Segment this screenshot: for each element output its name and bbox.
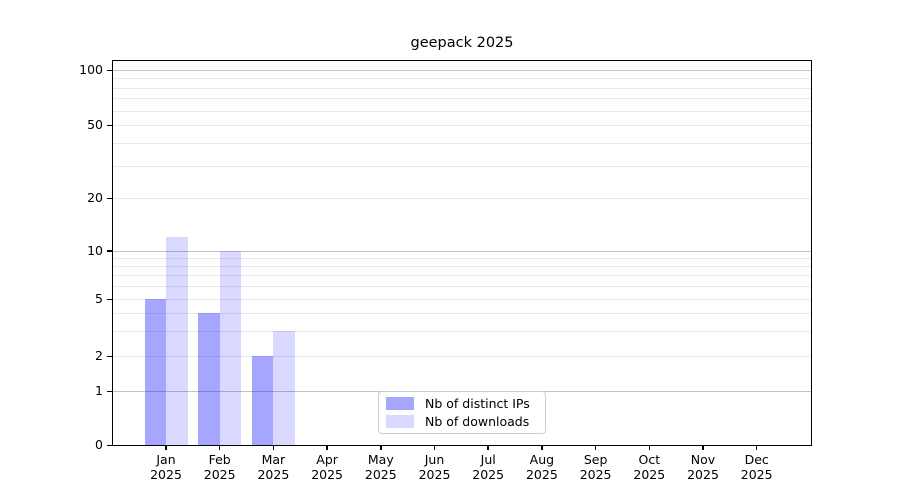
x-tick-mark-nov (702, 445, 704, 450)
legend-swatch-distinct-ips (386, 396, 414, 410)
x-tick-month-apr: Apr (316, 452, 338, 467)
gridline-y-100 (113, 70, 811, 71)
y-tick-mark-100 (107, 69, 113, 71)
gridline-y-2 (113, 356, 811, 357)
y-tick-mark-0 (107, 444, 113, 446)
x-tick-mark-feb (218, 445, 221, 450)
x-tick-label-jul: Jul 2025 (456, 452, 520, 482)
bar-feb-downloads (219, 250, 242, 445)
y-tick-label-10: 10 (87, 242, 103, 258)
y-tick-label-100: 100 (79, 62, 103, 77)
x-tick-mark-apr (326, 445, 328, 450)
x-tick-month-jul: Jul (480, 452, 496, 467)
y-tick-label-0: 0 (95, 437, 103, 452)
x-tick-mark-jun (433, 445, 436, 450)
x-tick-year-dec: 2025 (740, 467, 773, 482)
x-tick-mark-dec (755, 445, 758, 450)
y-tick-mark-1 (107, 390, 113, 392)
gridline-y-9 (113, 257, 811, 259)
y-tick-label-1: 1 (95, 383, 103, 398)
x-tick-mark-jul (487, 445, 489, 450)
y-tick-mark-50 (107, 124, 113, 126)
y-tick-label-2: 2 (95, 348, 103, 363)
x-tick-year-sep: 2025 (579, 467, 612, 482)
x-tick-month-jan: Jan (156, 452, 176, 467)
legend-label-downloads: Nb of downloads (425, 414, 530, 430)
x-tick-label-sep: Sep 2025 (564, 452, 628, 482)
x-tick-label-aug: Aug 2025 (510, 452, 574, 482)
x-tick-year-nov: 2025 (687, 467, 719, 482)
x-tick-month-nov: Nov (690, 452, 716, 467)
y-tick-mark-10 (107, 250, 113, 252)
x-tick-label-jun: Jun 2025 (403, 452, 467, 482)
gridline-y-60 (113, 110, 811, 112)
x-tick-label-mar: Mar 2025 (241, 452, 305, 482)
bar-jan-distinct-ips (144, 299, 166, 445)
gridline-y-90 (113, 78, 811, 80)
x-tick-label-feb: Feb 2025 (188, 452, 252, 482)
x-tick-mark-mar (272, 445, 275, 450)
x-tick-year-mar: 2025 (257, 467, 290, 482)
x-tick-year-apr: 2025 (311, 467, 343, 482)
gridline-y-20 (113, 198, 811, 199)
x-tick-year-jun: 2025 (418, 467, 451, 482)
x-tick-month-may: May (367, 452, 394, 467)
bar-jan-downloads (166, 236, 188, 445)
x-tick-mark-jan (165, 445, 167, 450)
x-tick-month-oct: Oct (638, 452, 661, 467)
y-tick-label-20: 20 (87, 190, 103, 205)
legend-swatch-downloads (386, 415, 414, 429)
x-tick-year-aug: 2025 (525, 467, 558, 482)
x-tick-mark-aug (541, 445, 543, 450)
gridline-y-8 (113, 266, 811, 268)
gridline-y-30 (113, 165, 811, 167)
x-tick-label-oct: Oct 2025 (617, 452, 681, 482)
bar-feb-distinct-ips (198, 312, 220, 445)
x-tick-label-jan: Jan 2025 (134, 452, 198, 482)
legend-item-distinct-ips: Nb of distinct IPs (386, 395, 539, 412)
gridline-y-10 (113, 250, 811, 252)
x-tick-mark-sep (594, 445, 597, 450)
legend: Nb of distinct IPs Nb of downloads (378, 391, 546, 434)
x-tick-label-apr: Apr 2025 (295, 452, 359, 482)
y-tick-mark-5 (107, 298, 113, 300)
gridline-y-7 (113, 275, 811, 277)
y-tick-label-5: 5 (95, 291, 103, 306)
x-tick-year-feb: 2025 (203, 467, 236, 482)
x-tick-month-dec: Dec (744, 452, 769, 467)
x-tick-month-aug: Aug (529, 452, 555, 467)
y-tick-mark-20 (107, 197, 113, 199)
gridline-y-6 (113, 286, 811, 288)
x-tick-year-jan: 2025 (150, 467, 182, 482)
bar-mar-distinct-ips (251, 356, 274, 445)
x-tick-mark-oct (648, 445, 651, 450)
y-tick-mark-2 (107, 355, 113, 357)
gridline-y-4 (113, 312, 811, 314)
x-tick-year-oct: 2025 (633, 467, 666, 482)
x-tick-label-dec: Dec 2025 (725, 452, 789, 482)
chart-title: geepack 2025 (410, 35, 514, 51)
x-tick-month-mar: Mar (261, 452, 286, 467)
gridline-y-5 (113, 299, 811, 300)
x-tick-month-sep: Sep (583, 452, 608, 467)
plot-area: Nb of distinct IPs Nb of downloads (112, 60, 812, 446)
x-tick-mark-may (380, 445, 382, 450)
x-tick-month-feb: Feb (208, 452, 231, 467)
gridline-y-80 (113, 87, 811, 89)
legend-item-downloads: Nb of downloads (386, 413, 539, 430)
x-tick-year-may: 2025 (364, 467, 397, 482)
x-tick-year-jul: 2025 (472, 467, 505, 482)
gridline-y-40 (113, 142, 811, 144)
x-tick-label-nov: Nov 2025 (671, 452, 735, 482)
legend-label-distinct-ips: Nb of distinct IPs (425, 395, 530, 411)
gridline-y-50 (113, 125, 811, 126)
y-tick-label-50: 50 (87, 117, 103, 132)
x-tick-label-may: May 2025 (349, 452, 413, 482)
gridline-y-3 (113, 330, 811, 332)
gridline-y-70 (113, 98, 811, 100)
x-tick-month-jun: Jun (424, 452, 445, 467)
bar-mar-downloads (273, 330, 295, 445)
